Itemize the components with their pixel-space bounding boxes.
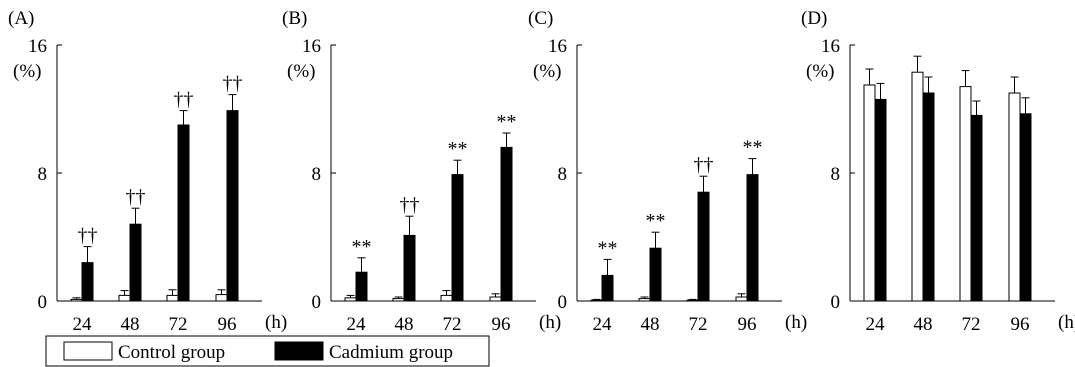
x-unit-label: (h) (785, 312, 807, 333)
y-tick-label: 0 (312, 292, 322, 313)
legend-box (45, 335, 490, 367)
bar-control-96 (215, 294, 228, 302)
bar-control-48 (392, 298, 405, 302)
bar-cadmium-24 (874, 98, 887, 302)
bar-cadmium-96 (746, 174, 759, 302)
y-tick-label: 8 (312, 164, 322, 185)
bar-control-48 (638, 298, 651, 302)
y-tick-label: 8 (558, 164, 568, 185)
significance-marker: †† (174, 89, 194, 111)
legend-swatch-cadmium (274, 341, 324, 361)
panel-label: (A) (8, 8, 34, 29)
bar-control-96 (735, 296, 748, 302)
significance-marker: ** (743, 137, 763, 159)
significance-marker: †† (126, 186, 146, 208)
bar-cadmium-48 (403, 234, 416, 302)
bar-cadmium-96 (1019, 113, 1032, 302)
bar-cadmium-96 (226, 110, 239, 302)
y-unit-label: (%) (806, 61, 834, 82)
x-unit-label: (h) (265, 312, 287, 333)
bar-cadmium-48 (922, 92, 935, 302)
significance-marker: ** (497, 111, 517, 133)
panel-b: (B) (%) 0 8 16 24 ** 48 †† 72 ** 96 ** (h) (282, 8, 561, 335)
bar-cadmium-24 (601, 274, 614, 302)
y-tick-label: 16 (548, 36, 567, 57)
significance-marker: ** (352, 236, 372, 258)
y-tick-label: 16 (28, 36, 47, 57)
significance-marker: ** (448, 138, 468, 160)
bar-control-24 (590, 299, 603, 302)
x-tick-label: 72 (689, 314, 708, 335)
x-tick-label: 96 (218, 314, 237, 335)
x-tick-label: 24 (73, 314, 93, 335)
bar-cadmium-24 (355, 271, 368, 302)
panel-c: (C) (%) 0 8 16 24 ** 48 ** 72 †† 96 ** (h) (528, 8, 807, 335)
y-tick-label: 8 (831, 164, 841, 185)
panel-label: (C) (528, 8, 553, 29)
bar-control-48 (118, 294, 131, 302)
x-unit-label: (h) (539, 312, 561, 333)
bar-cadmium-48 (649, 247, 662, 302)
bar-control-72 (686, 299, 699, 302)
significance-marker: †† (400, 194, 420, 216)
bar-cadmium-48 (129, 223, 142, 302)
bar-control-48 (911, 71, 924, 302)
panel-label: (D) (801, 8, 827, 29)
x-tick-label: 72 (962, 314, 981, 335)
x-tick-label: 48 (641, 314, 660, 335)
x-tick-label: 48 (395, 314, 414, 335)
panel-label: (B) (282, 8, 307, 29)
x-tick-label: 96 (738, 314, 757, 335)
significance-marker: †† (78, 225, 98, 247)
x-tick-label: 96 (492, 314, 511, 335)
bar-cadmium-96 (500, 146, 513, 302)
bar-cadmium-72 (177, 124, 190, 302)
x-unit-label: (h) (1058, 312, 1075, 333)
x-tick-label: 24 (347, 314, 367, 335)
y-unit-label: (%) (13, 61, 41, 82)
bar-cadmium-72 (451, 174, 464, 302)
bar-control-24 (70, 298, 83, 302)
bar-control-24 (344, 297, 357, 302)
legend: Control group Cadmium group (45, 335, 490, 367)
bar-control-24 (863, 84, 876, 302)
significance-marker: ** (598, 237, 618, 259)
y-tick-label: 8 (38, 164, 48, 185)
y-tick-label: 0 (558, 292, 568, 313)
bar-control-72 (959, 86, 972, 302)
y-tick-label: 0 (831, 292, 841, 313)
x-tick-label: 48 (121, 314, 140, 335)
x-tick-label: 24 (593, 314, 613, 335)
bar-cadmium-24 (81, 262, 94, 302)
bar-cadmium-72 (970, 114, 983, 302)
significance-marker: †† (223, 73, 243, 95)
x-tick-label: 96 (1011, 314, 1030, 335)
y-unit-label: (%) (287, 61, 315, 82)
legend-label-cadmium: Cadmium group (329, 342, 453, 363)
significance-marker: †† (694, 154, 714, 176)
bar-control-96 (489, 296, 502, 302)
legend-swatch-control (63, 341, 113, 361)
x-tick-label: 72 (443, 314, 462, 335)
y-unit-label: (%) (533, 61, 561, 82)
significance-marker: ** (646, 210, 666, 232)
legend-label-control: Control group (118, 342, 225, 363)
bar-cadmium-72 (697, 191, 710, 302)
panel-d: (D) (%) 0 8 16 24 48 72 96 (h) (801, 8, 1075, 335)
bar-control-72 (166, 294, 179, 302)
x-tick-label: 48 (914, 314, 933, 335)
y-tick-label: 16 (302, 36, 321, 57)
x-tick-label: 24 (866, 314, 886, 335)
x-tick-label: 72 (169, 314, 188, 335)
bar-control-72 (440, 294, 453, 302)
bar-control-96 (1008, 92, 1021, 302)
y-tick-label: 0 (38, 292, 48, 313)
panel-a: (A) (%) 0 8 16 24 †† 48 †† 72 †† 96 †† (h) (8, 8, 287, 335)
y-tick-label: 16 (821, 36, 840, 57)
